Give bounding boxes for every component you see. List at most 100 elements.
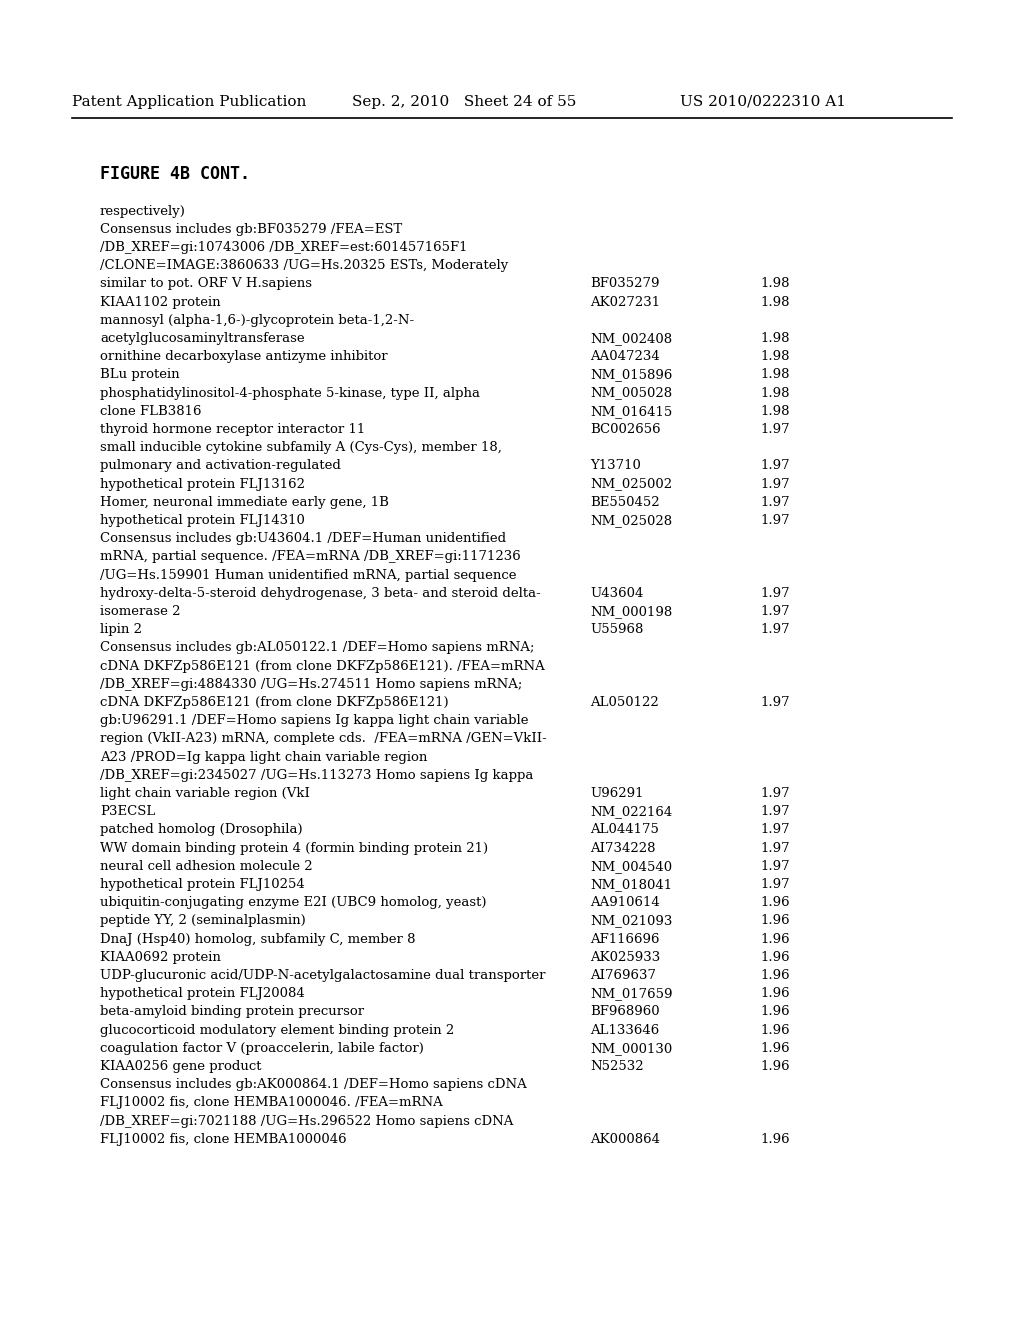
Text: U96291: U96291 bbox=[590, 787, 643, 800]
Text: hydroxy-delta-5-steroid dehydrogenase, 3 beta- and steroid delta-: hydroxy-delta-5-steroid dehydrogenase, 3… bbox=[100, 587, 541, 599]
Text: 1.98: 1.98 bbox=[760, 333, 790, 345]
Text: NM_004540: NM_004540 bbox=[590, 859, 672, 873]
Text: 1.97: 1.97 bbox=[760, 805, 790, 818]
Text: AI769637: AI769637 bbox=[590, 969, 656, 982]
Text: AA910614: AA910614 bbox=[590, 896, 659, 909]
Text: 1.97: 1.97 bbox=[760, 842, 790, 854]
Text: Consensus includes gb:BF035279 /FEA=EST: Consensus includes gb:BF035279 /FEA=EST bbox=[100, 223, 402, 236]
Text: BF035279: BF035279 bbox=[590, 277, 659, 290]
Text: /DB_XREF=gi:10743006 /DB_XREF=est:601457165F1: /DB_XREF=gi:10743006 /DB_XREF=est:601457… bbox=[100, 242, 468, 253]
Text: KIAA0692 protein: KIAA0692 protein bbox=[100, 950, 221, 964]
Text: NM_018041: NM_018041 bbox=[590, 878, 672, 891]
Text: 1.97: 1.97 bbox=[760, 859, 790, 873]
Text: 1.96: 1.96 bbox=[760, 1060, 790, 1073]
Text: small inducible cytokine subfamily A (Cys-Cys), member 18,: small inducible cytokine subfamily A (Cy… bbox=[100, 441, 502, 454]
Text: Patent Application Publication: Patent Application Publication bbox=[72, 95, 306, 108]
Text: A23 /PROD=Ig kappa light chain variable region: A23 /PROD=Ig kappa light chain variable … bbox=[100, 751, 427, 763]
Text: P3ECSL: P3ECSL bbox=[100, 805, 156, 818]
Text: light chain variable region (VkI: light chain variable region (VkI bbox=[100, 787, 310, 800]
Text: 1.96: 1.96 bbox=[760, 1006, 790, 1019]
Text: NM_025028: NM_025028 bbox=[590, 513, 672, 527]
Text: pulmonary and activation-regulated: pulmonary and activation-regulated bbox=[100, 459, 341, 473]
Text: /DB_XREF=gi:4884330 /UG=Hs.274511 Homo sapiens mRNA;: /DB_XREF=gi:4884330 /UG=Hs.274511 Homo s… bbox=[100, 677, 522, 690]
Text: 1.97: 1.97 bbox=[760, 587, 790, 599]
Text: 1.96: 1.96 bbox=[760, 915, 790, 928]
Text: 1.97: 1.97 bbox=[760, 824, 790, 837]
Text: U55968: U55968 bbox=[590, 623, 643, 636]
Text: 1.97: 1.97 bbox=[760, 478, 790, 491]
Text: FLJ10002 fis, clone HEMBA1000046. /FEA=mRNA: FLJ10002 fis, clone HEMBA1000046. /FEA=m… bbox=[100, 1097, 442, 1109]
Text: 1.96: 1.96 bbox=[760, 1133, 790, 1146]
Text: NM_002408: NM_002408 bbox=[590, 333, 672, 345]
Text: clone FLB3816: clone FLB3816 bbox=[100, 405, 202, 418]
Text: KIAA1102 protein: KIAA1102 protein bbox=[100, 296, 220, 309]
Text: acetylglucosaminyltransferase: acetylglucosaminyltransferase bbox=[100, 333, 304, 345]
Text: BE550452: BE550452 bbox=[590, 496, 659, 508]
Text: 1.96: 1.96 bbox=[760, 950, 790, 964]
Text: FLJ10002 fis, clone HEMBA1000046: FLJ10002 fis, clone HEMBA1000046 bbox=[100, 1133, 347, 1146]
Text: AF116696: AF116696 bbox=[590, 933, 659, 945]
Text: cDNA DKFZp586E121 (from clone DKFZp586E121): cDNA DKFZp586E121 (from clone DKFZp586E1… bbox=[100, 696, 449, 709]
Text: US 2010/0222310 A1: US 2010/0222310 A1 bbox=[680, 95, 846, 108]
Text: NM_005028: NM_005028 bbox=[590, 387, 672, 400]
Text: beta-amyloid binding protein precursor: beta-amyloid binding protein precursor bbox=[100, 1006, 365, 1019]
Text: glucocorticoid modulatory element binding protein 2: glucocorticoid modulatory element bindin… bbox=[100, 1023, 455, 1036]
Text: 1.96: 1.96 bbox=[760, 969, 790, 982]
Text: Consensus includes gb:U43604.1 /DEF=Human unidentified: Consensus includes gb:U43604.1 /DEF=Huma… bbox=[100, 532, 506, 545]
Text: hypothetical protein FLJ13162: hypothetical protein FLJ13162 bbox=[100, 478, 305, 491]
Text: NM_015896: NM_015896 bbox=[590, 368, 673, 381]
Text: 1.98: 1.98 bbox=[760, 387, 790, 400]
Text: isomerase 2: isomerase 2 bbox=[100, 605, 180, 618]
Text: 1.96: 1.96 bbox=[760, 1023, 790, 1036]
Text: hypothetical protein FLJ20084: hypothetical protein FLJ20084 bbox=[100, 987, 305, 1001]
Text: patched homolog (Drosophila): patched homolog (Drosophila) bbox=[100, 824, 303, 837]
Text: KIAA0256 gene product: KIAA0256 gene product bbox=[100, 1060, 261, 1073]
Text: cDNA DKFZp586E121 (from clone DKFZp586E121). /FEA=mRNA: cDNA DKFZp586E121 (from clone DKFZp586E1… bbox=[100, 660, 545, 673]
Text: peptide YY, 2 (seminalplasmin): peptide YY, 2 (seminalplasmin) bbox=[100, 915, 306, 928]
Text: WW domain binding protein 4 (formin binding protein 21): WW domain binding protein 4 (formin bind… bbox=[100, 842, 488, 854]
Text: neural cell adhesion molecule 2: neural cell adhesion molecule 2 bbox=[100, 859, 312, 873]
Text: 1.96: 1.96 bbox=[760, 1041, 790, 1055]
Text: 1.96: 1.96 bbox=[760, 987, 790, 1001]
Text: N52532: N52532 bbox=[590, 1060, 644, 1073]
Text: 1.98: 1.98 bbox=[760, 368, 790, 381]
Text: gb:U96291.1 /DEF=Homo sapiens Ig kappa light chain variable: gb:U96291.1 /DEF=Homo sapiens Ig kappa l… bbox=[100, 714, 528, 727]
Text: Sep. 2, 2010   Sheet 24 of 55: Sep. 2, 2010 Sheet 24 of 55 bbox=[352, 95, 577, 108]
Text: NM_017659: NM_017659 bbox=[590, 987, 673, 1001]
Text: NM_000198: NM_000198 bbox=[590, 605, 672, 618]
Text: AK027231: AK027231 bbox=[590, 296, 660, 309]
Text: 1.98: 1.98 bbox=[760, 296, 790, 309]
Text: UDP-glucuronic acid/UDP-N-acetylgalactosamine dual transporter: UDP-glucuronic acid/UDP-N-acetylgalactos… bbox=[100, 969, 546, 982]
Text: coagulation factor V (proaccelerin, labile factor): coagulation factor V (proaccelerin, labi… bbox=[100, 1041, 424, 1055]
Text: BLu protein: BLu protein bbox=[100, 368, 179, 381]
Text: AK000864: AK000864 bbox=[590, 1133, 660, 1146]
Text: AI734228: AI734228 bbox=[590, 842, 655, 854]
Text: similar to pot. ORF V H.sapiens: similar to pot. ORF V H.sapiens bbox=[100, 277, 312, 290]
Text: /DB_XREF=gi:7021188 /UG=Hs.296522 Homo sapiens cDNA: /DB_XREF=gi:7021188 /UG=Hs.296522 Homo s… bbox=[100, 1114, 513, 1127]
Text: AA047234: AA047234 bbox=[590, 350, 659, 363]
Text: AL133646: AL133646 bbox=[590, 1023, 659, 1036]
Text: AL050122: AL050122 bbox=[590, 696, 658, 709]
Text: BF968960: BF968960 bbox=[590, 1006, 659, 1019]
Text: 1.98: 1.98 bbox=[760, 350, 790, 363]
Text: hypothetical protein FLJ10254: hypothetical protein FLJ10254 bbox=[100, 878, 305, 891]
Text: 1.98: 1.98 bbox=[760, 405, 790, 418]
Text: 1.97: 1.97 bbox=[760, 459, 790, 473]
Text: mannosyl (alpha-1,6-)-glycoprotein beta-1,2-N-: mannosyl (alpha-1,6-)-glycoprotein beta-… bbox=[100, 314, 414, 327]
Text: Homer, neuronal immediate early gene, 1B: Homer, neuronal immediate early gene, 1B bbox=[100, 496, 389, 508]
Text: 1.96: 1.96 bbox=[760, 896, 790, 909]
Text: U43604: U43604 bbox=[590, 587, 643, 599]
Text: Consensus includes gb:AL050122.1 /DEF=Homo sapiens mRNA;: Consensus includes gb:AL050122.1 /DEF=Ho… bbox=[100, 642, 535, 655]
Text: DnaJ (Hsp40) homolog, subfamily C, member 8: DnaJ (Hsp40) homolog, subfamily C, membe… bbox=[100, 933, 416, 945]
Text: hypothetical protein FLJ14310: hypothetical protein FLJ14310 bbox=[100, 513, 305, 527]
Text: 1.97: 1.97 bbox=[760, 623, 790, 636]
Text: AL044175: AL044175 bbox=[590, 824, 658, 837]
Text: lipin 2: lipin 2 bbox=[100, 623, 142, 636]
Text: NM_016415: NM_016415 bbox=[590, 405, 672, 418]
Text: NM_021093: NM_021093 bbox=[590, 915, 673, 928]
Text: /DB_XREF=gi:2345027 /UG=Hs.113273 Homo sapiens Ig kappa: /DB_XREF=gi:2345027 /UG=Hs.113273 Homo s… bbox=[100, 768, 534, 781]
Text: phosphatidylinositol-4-phosphate 5-kinase, type II, alpha: phosphatidylinositol-4-phosphate 5-kinas… bbox=[100, 387, 480, 400]
Text: 1.97: 1.97 bbox=[760, 422, 790, 436]
Text: FIGURE 4B CONT.: FIGURE 4B CONT. bbox=[100, 165, 250, 183]
Text: 1.97: 1.97 bbox=[760, 496, 790, 508]
